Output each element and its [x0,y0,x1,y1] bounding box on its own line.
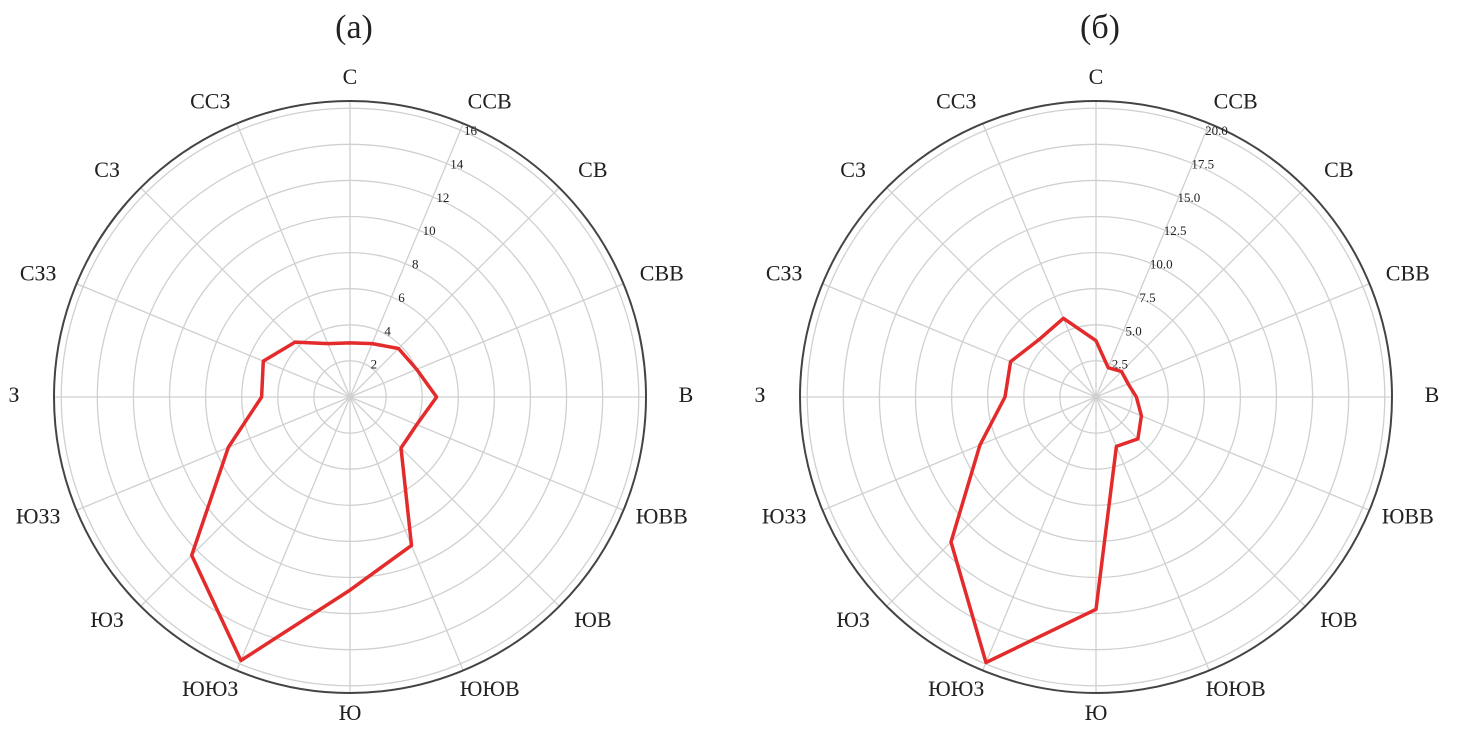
spoke [1095,283,1370,398]
direction-label: СВВ [1386,260,1430,285]
spoke [1095,396,1306,607]
direction-label: Ю [1085,700,1108,725]
data-line [189,340,439,663]
direction-label: СЗЗ [20,260,57,285]
r-tick-label: 16 [464,123,478,138]
r-tick-label: 2.5 [1112,357,1128,372]
spoke [886,187,1097,398]
r-tick-label: 12.5 [1164,223,1187,238]
spoke [349,123,464,398]
spoke [349,396,560,607]
r-tick-label: 10 [423,223,436,238]
chart-title: (а) [335,9,373,46]
direction-label: С [1089,64,1104,89]
direction-label: З [754,382,765,407]
direction-label: ЮЗ [836,607,870,632]
r-tick-label: 14 [450,157,464,172]
direction-label: З [8,382,19,407]
direction-label: СЗ [840,157,866,182]
spoke [76,396,351,511]
spoke [349,187,560,398]
direction-label: ЮВ [574,607,611,632]
r-tick-label: 12 [436,190,449,205]
direction-label: СВ [578,157,607,182]
r-tick-label: 2 [371,357,378,372]
spoke [1095,187,1306,398]
spoke [1095,123,1210,398]
direction-label: Ю [339,700,362,725]
r-tick-label: 20.0 [1205,123,1228,138]
direction-label: СЗ [94,157,120,182]
direction-label: ЮЮЗ [182,676,238,701]
direction-label: СВ [1324,157,1353,182]
spoke [140,396,351,607]
direction-label: ССЗ [190,88,230,113]
direction-label: ССЗ [936,88,976,113]
direction-label: ЮЮЗ [928,676,984,701]
r-tick-label: 5.0 [1126,323,1142,338]
outer-circle [799,100,1393,694]
spoke [982,396,1097,671]
spoke [349,283,624,398]
spoke [236,123,351,398]
direction-label: СЗЗ [766,260,803,285]
r-tick-label: 15.0 [1178,190,1201,205]
spoke [236,396,351,671]
r-tick-label: 7.5 [1139,290,1155,305]
direction-label: ЮВВ [1382,504,1434,529]
data-line [949,316,1144,665]
spoke [1095,396,1370,511]
spoke [349,396,464,671]
direction-label: ЮЗЗ [762,504,807,529]
spoke [140,187,351,398]
direction-label: В [1425,382,1440,407]
direction-label: В [679,382,694,407]
direction-label: ЮЮВ [1206,676,1266,701]
r-tick-label: 4 [384,323,391,338]
r-tick-label: 17.5 [1191,157,1214,172]
spoke [76,283,351,398]
spoke [982,123,1097,398]
direction-label: С [343,64,358,89]
r-tick-label: 6 [398,290,405,305]
direction-label: ЮВВ [636,504,688,529]
spoke [822,396,1097,511]
direction-label: ССВ [1214,88,1258,113]
direction-label: ЮЗ [90,607,124,632]
r-tick-label: 10.0 [1150,257,1173,272]
direction-label: ССВ [468,88,512,113]
direction-label: ЮЗЗ [16,504,61,529]
chart-title: (б) [1080,9,1120,46]
spoke [886,396,1097,607]
outer-circle [53,100,647,694]
r-tick-label: 8 [412,257,419,272]
spoke [822,283,1097,398]
direction-label: ЮЮВ [460,676,520,701]
spoke [1095,396,1210,671]
spoke [349,396,624,511]
direction-label: ЮВ [1320,607,1357,632]
direction-label: СВВ [640,260,684,285]
